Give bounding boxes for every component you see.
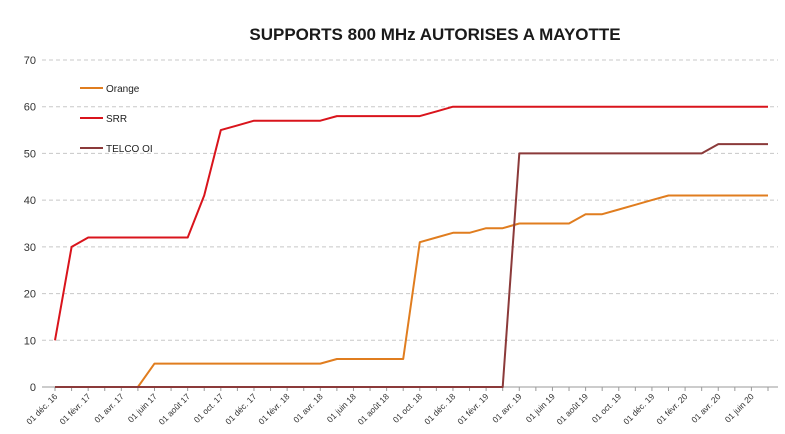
series-layer bbox=[54, 105, 768, 388]
legend: Orange SRR TELCO OI bbox=[80, 84, 153, 155]
x-tick-label: 01 juin 19 bbox=[524, 391, 557, 424]
y-tick-label: 10 bbox=[24, 335, 36, 347]
legend-label: TELCO OI bbox=[106, 144, 153, 155]
x-tick-label: 01 août 19 bbox=[555, 391, 591, 427]
x-tick-label: 01 avr. 17 bbox=[92, 391, 126, 425]
x-tick-label: 01 août 18 bbox=[356, 391, 392, 427]
x-tick-label: 01 oct. 17 bbox=[192, 391, 226, 425]
x-tick-label: 01 oct. 19 bbox=[590, 391, 624, 425]
x-tick-label: 01 déc. 18 bbox=[422, 391, 457, 426]
x-tick-label: 01 juin 18 bbox=[325, 391, 358, 424]
grid-layer bbox=[42, 59, 778, 341]
y-tick-label: 60 bbox=[24, 102, 36, 114]
x-tick-label: 01 août 17 bbox=[157, 391, 193, 427]
x-tick-label: 01 déc. 16 bbox=[24, 391, 59, 426]
x-tick-label: 01 févr. 20 bbox=[654, 391, 689, 426]
x-tick-label: 01 oct. 18 bbox=[391, 391, 425, 425]
x-tick-label: 01 déc. 19 bbox=[621, 391, 656, 426]
y-tick-label: 70 bbox=[24, 55, 36, 67]
x-tick-label: 01 févr. 17 bbox=[57, 391, 92, 426]
x-tick-label: 01 avr. 18 bbox=[291, 391, 325, 425]
x-tick-label: 01 juin 20 bbox=[723, 391, 756, 424]
series-line-telco-oi bbox=[55, 143, 768, 388]
y-tick-label: 0 bbox=[30, 382, 36, 394]
legend-label: SRR bbox=[106, 114, 127, 125]
series-line-srr bbox=[54, 105, 768, 341]
x-tick-label: 01 avr. 20 bbox=[689, 391, 723, 425]
legend-label: Orange bbox=[106, 84, 140, 95]
x-tick-label: 01 avr. 19 bbox=[490, 391, 524, 425]
y-tick-label: 40 bbox=[24, 195, 36, 207]
series-line-orange bbox=[55, 194, 768, 388]
y-tick-label: 30 bbox=[24, 242, 36, 254]
x-tick-label: 01 juin 17 bbox=[126, 391, 159, 424]
x-tick-label: 01 févr. 19 bbox=[455, 391, 490, 426]
chart-title: SUPPORTS 800 MHz AUTORISES A MAYOTTE bbox=[249, 25, 620, 44]
y-tick-label: 50 bbox=[24, 148, 36, 160]
y-tick-label: 20 bbox=[24, 289, 36, 301]
x-tick-label: 01 févr. 18 bbox=[256, 391, 291, 426]
x-tick-label: 01 déc. 17 bbox=[223, 391, 258, 426]
